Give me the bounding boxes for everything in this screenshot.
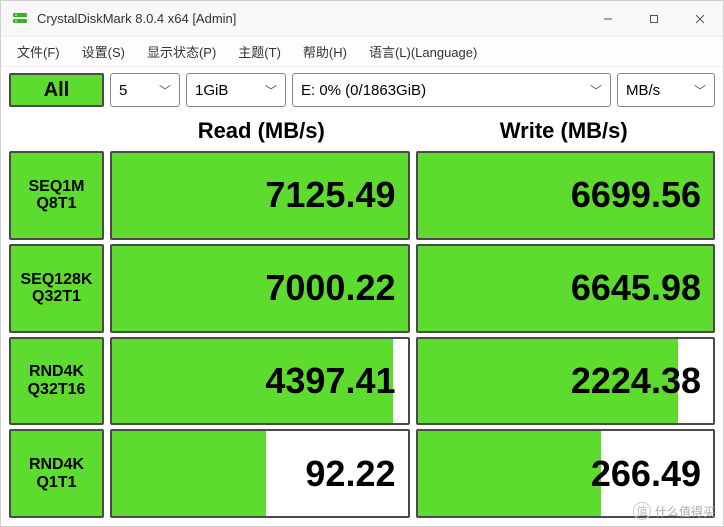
write-value: 2224.38 <box>571 360 701 402</box>
drive-value: E: 0% (0/1863GiB) <box>301 82 426 99</box>
read-value: 92.22 <box>305 453 395 495</box>
menu-file[interactable]: 文件(F) <box>7 38 70 65</box>
unit-select[interactable]: MB/s ﹀ <box>617 73 715 107</box>
menu-settings[interactable]: 设置(S) <box>72 38 135 65</box>
chevron-down-icon: ﹀ <box>159 82 171 99</box>
header-write: Write (MB/s) <box>413 118 716 144</box>
toolbar: All 5 ﹀ 1GiB ﹀ E: 0% (0/1863GiB) ﹀ MB/s … <box>1 67 723 113</box>
test-label-button[interactable]: RND4KQ32T16 <box>9 337 104 426</box>
menu-help[interactable]: 帮助(H) <box>293 38 357 65</box>
menu-language[interactable]: 语言(L)(Language) <box>359 38 487 65</box>
app-window: CrystalDiskMark 8.0.4 x64 [Admin] 文件(F) … <box>0 0 724 527</box>
test-label-line1: RND4K <box>29 456 84 474</box>
result-row: RND4KQ1T1 92.22 266.49 <box>9 429 715 518</box>
window-controls <box>585 1 723 36</box>
test-label-line1: SEQ1M <box>28 178 84 196</box>
write-value: 266.49 <box>591 453 701 495</box>
chevron-down-icon: ﹀ <box>590 82 602 99</box>
read-value: 4397.41 <box>265 360 395 402</box>
test-label-button[interactable]: RND4KQ1T1 <box>9 429 104 518</box>
test-label-line1: RND4K <box>29 363 84 381</box>
watermark-icon: 值 <box>633 502 651 520</box>
column-headers: Read (MB/s) Write (MB/s) <box>1 113 723 149</box>
read-value: 7125.49 <box>265 174 395 216</box>
write-value: 6645.98 <box>571 267 701 309</box>
write-cell: 2224.38 <box>416 337 716 426</box>
test-label-line1: SEQ128K <box>20 271 92 289</box>
test-label-line2: Q32T1 <box>32 288 81 306</box>
read-value: 7000.22 <box>265 267 395 309</box>
test-label-button[interactable]: SEQ1MQ8T1 <box>9 151 104 240</box>
write-cell: 6645.98 <box>416 244 716 333</box>
run-all-button[interactable]: All <box>9 73 104 107</box>
watermark: 值 什么值得买 <box>633 502 715 520</box>
test-label-line2: Q32T16 <box>28 381 86 399</box>
test-label-button[interactable]: SEQ128KQ32T1 <box>9 244 104 333</box>
read-cell: 7000.22 <box>110 244 410 333</box>
header-read: Read (MB/s) <box>110 118 413 144</box>
titlebar: CrystalDiskMark 8.0.4 x64 [Admin] <box>1 1 723 37</box>
app-icon <box>11 10 29 28</box>
read-cell: 7125.49 <box>110 151 410 240</box>
menu-theme[interactable]: 主题(T) <box>228 38 291 65</box>
cell-fill-bar <box>112 431 266 516</box>
window-title: CrystalDiskMark 8.0.4 x64 [Admin] <box>37 11 585 26</box>
test-size-value: 1GiB <box>195 82 228 99</box>
chevron-down-icon: ﹀ <box>265 82 277 99</box>
result-row: SEQ1MQ8T1 7125.49 6699.56 <box>9 151 715 240</box>
maximize-button[interactable] <box>631 1 677 36</box>
menu-profile[interactable]: 显示状态(P) <box>137 38 226 65</box>
unit-value: MB/s <box>626 82 660 99</box>
menubar: 文件(F) 设置(S) 显示状态(P) 主题(T) 帮助(H) 语言(L)(La… <box>1 37 723 67</box>
results-grid: SEQ1MQ8T1 7125.49 6699.56 SEQ128KQ32T1 7000.… <box>1 149 723 526</box>
minimize-button[interactable] <box>585 1 631 36</box>
test-label-line2: Q8T1 <box>36 195 76 213</box>
test-size-select[interactable]: 1GiB ﹀ <box>186 73 286 107</box>
test-count-value: 5 <box>119 82 127 99</box>
result-row: SEQ128KQ32T1 7000.22 6645.98 <box>9 244 715 333</box>
read-cell: 4397.41 <box>110 337 410 426</box>
drive-select[interactable]: E: 0% (0/1863GiB) ﹀ <box>292 73 611 107</box>
chevron-down-icon: ﹀ <box>694 82 706 99</box>
write-cell: 6699.56 <box>416 151 716 240</box>
read-cell: 92.22 <box>110 429 410 518</box>
test-label-line2: Q1T1 <box>36 474 76 492</box>
test-count-select[interactable]: 5 ﹀ <box>110 73 180 107</box>
result-row: RND4KQ32T16 4397.41 2224.38 <box>9 337 715 426</box>
watermark-text: 什么值得买 <box>655 503 715 520</box>
close-button[interactable] <box>677 1 723 36</box>
cell-fill-bar <box>418 431 601 516</box>
write-value: 6699.56 <box>571 174 701 216</box>
